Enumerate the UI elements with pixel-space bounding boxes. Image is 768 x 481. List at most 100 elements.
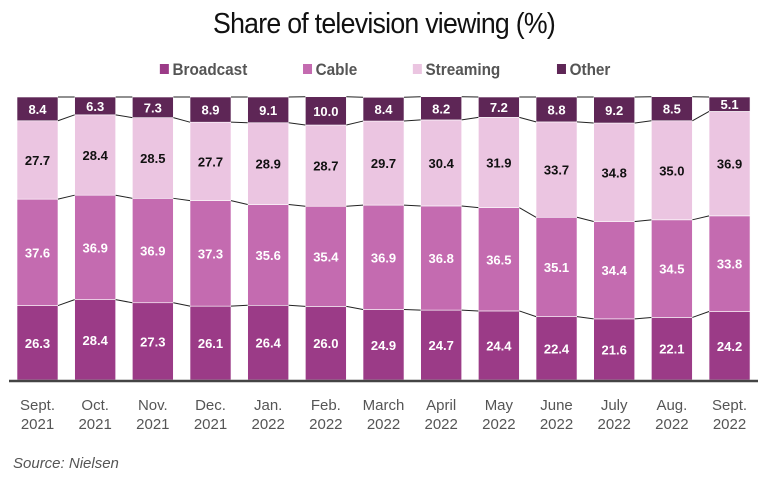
data-label-cable: 36.5: [486, 252, 511, 267]
series-connector-line: [346, 204, 364, 207]
legend-swatch: [159, 64, 169, 74]
legend-swatch: [556, 64, 566, 74]
x-tick-label: 2022: [425, 416, 458, 433]
series-connector-line: [288, 204, 306, 207]
series-connector-line: [115, 114, 133, 119]
bar-broadcast-3: [189, 305, 232, 381]
x-tick-label: Dec.: [195, 397, 226, 414]
x-tick-label: Jan.: [254, 397, 282, 414]
bar-cable-7: [420, 205, 462, 311]
data-label-cable: 34.4: [602, 263, 628, 278]
bar-cable-3: [189, 200, 232, 307]
data-label-broadcast: 24.2: [717, 339, 742, 354]
x-tick-label: Oct.: [81, 397, 109, 414]
legend-swatch: [413, 64, 423, 74]
data-label-streaming: 36.9: [717, 157, 742, 172]
legend-item-cable: Cable: [303, 60, 357, 80]
series-connector-line: [576, 316, 594, 320]
data-label-broadcast: 27.3: [140, 334, 165, 349]
series-connector-line: [230, 121, 248, 124]
bar-other-6: [362, 96, 405, 122]
series-connector-line: [692, 311, 710, 318]
bar-streaming-2: [132, 117, 174, 199]
bar-cable-5: [305, 205, 347, 307]
series-connector-line: [403, 204, 421, 207]
bar-other-1: [74, 96, 116, 116]
series-connector-line: [288, 304, 306, 307]
series-connector-line: [346, 305, 364, 311]
data-label-cable: 34.5: [659, 262, 684, 277]
data-label-cable: 35.6: [256, 248, 281, 263]
series-connector-line: [173, 197, 191, 202]
data-label-streaming: 29.7: [371, 156, 396, 171]
data-label-streaming: 28.5: [140, 151, 165, 166]
x-tick-label: Aug.: [656, 397, 687, 414]
series-connector-line: [346, 120, 364, 126]
x-tick-label: 2021: [78, 416, 111, 433]
legend-item-streaming: Streaming: [413, 60, 501, 80]
data-label-other: 6.3: [86, 99, 104, 114]
legend-item-broadcast: Broadcast: [159, 60, 248, 80]
legend-label: Other: [569, 60, 610, 79]
x-tick-label: 2022: [251, 416, 284, 433]
data-label-broadcast: 22.4: [544, 341, 570, 356]
data-label-broadcast: 24.4: [486, 338, 512, 353]
series-connector-line: [461, 205, 479, 209]
bar-streaming-3: [189, 121, 232, 201]
data-label-other: 8.2: [432, 101, 450, 116]
data-label-cable: 37.6: [25, 245, 50, 260]
data-label-cable: 36.9: [83, 240, 108, 255]
bar-other-7: [420, 96, 462, 121]
x-tick-label: 2022: [713, 416, 746, 433]
chart-title: Share of television viewing (%): [213, 8, 556, 40]
data-label-other: 8.4: [374, 102, 393, 117]
bar-broadcast-0: [16, 305, 59, 381]
series-connector-line: [692, 110, 710, 122]
x-tick-label: 2022: [655, 416, 688, 433]
data-label-cable: 36.9: [140, 244, 165, 259]
bar-streaming-9: [535, 121, 578, 218]
legend-label: Broadcast: [172, 60, 248, 79]
x-tick-label: 2022: [482, 416, 515, 433]
data-label-cable: 35.1: [544, 260, 569, 275]
series-connector-line: [576, 121, 594, 124]
legend-label: Cable: [315, 60, 358, 79]
x-tick-label: 2021: [194, 416, 227, 433]
data-label-cable: 36.9: [371, 250, 396, 265]
series-connector-line: [519, 116, 537, 123]
x-tick-label: July: [601, 397, 628, 414]
series-connector-line: [173, 302, 191, 307]
series-connector-line: [346, 96, 364, 98]
x-tick-label: May: [485, 397, 514, 414]
bar-cable-0: [16, 198, 59, 306]
bar-other-5: [305, 96, 347, 126]
data-label-broadcast: 26.4: [256, 336, 282, 351]
data-label-streaming: 35.0: [659, 163, 684, 178]
data-label-other: 5.1: [721, 97, 739, 112]
data-label-streaming: 28.7: [313, 159, 338, 174]
bar-other-9: [535, 96, 578, 123]
series-connector-line: [57, 299, 75, 307]
series-connector-line: [115, 194, 133, 199]
data-label-other: 9.2: [605, 103, 623, 118]
bar-other-2: [132, 96, 174, 118]
data-label-other: 8.4: [28, 102, 47, 117]
series-connector-line: [403, 119, 421, 122]
data-label-broadcast: 21.6: [602, 342, 627, 357]
series-connector-line: [461, 309, 479, 312]
source-note: Source: Nielsen: [13, 455, 119, 472]
bar-streaming-1: [74, 114, 116, 196]
series-connector-line: [173, 117, 191, 123]
bar-cable-9: [535, 216, 578, 317]
data-label-streaming: 28.9: [256, 157, 281, 172]
data-label-other: 7.2: [490, 100, 508, 115]
bar-cable-1: [74, 194, 116, 300]
series-connector-line: [57, 114, 75, 122]
series-connector-line: [404, 96, 421, 98]
bar-broadcast-7: [420, 309, 462, 381]
bar-other-3: [189, 96, 232, 123]
data-label-broadcast: 22.1: [659, 342, 684, 357]
bar-streaming-7: [420, 119, 462, 207]
data-label-streaming: 27.7: [25, 153, 50, 168]
